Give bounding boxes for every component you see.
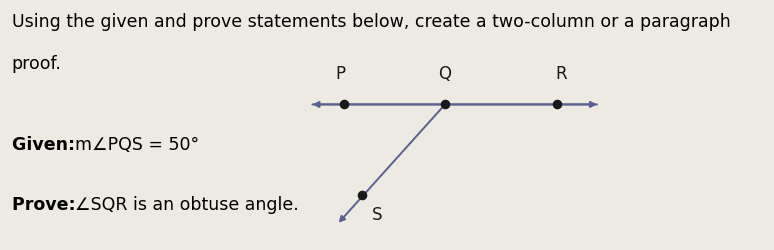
Text: Q: Q — [439, 64, 451, 82]
Text: Prove:: Prove: — [12, 195, 81, 213]
Point — [338, 103, 351, 107]
Text: P: P — [335, 64, 346, 82]
Text: proof.: proof. — [12, 55, 61, 73]
Text: R: R — [555, 64, 567, 82]
Point — [551, 103, 563, 107]
Text: S: S — [372, 205, 382, 223]
Text: Given:: Given: — [12, 135, 80, 153]
Text: Using the given and prove statements below, create a two-column or a paragraph: Using the given and prove statements bel… — [12, 12, 731, 30]
Point — [356, 193, 368, 197]
Text: ∠SQR is an obtuse angle.: ∠SQR is an obtuse angle. — [75, 195, 299, 213]
Point — [439, 103, 451, 107]
Text: m∠PQS = 50°: m∠PQS = 50° — [75, 135, 199, 153]
